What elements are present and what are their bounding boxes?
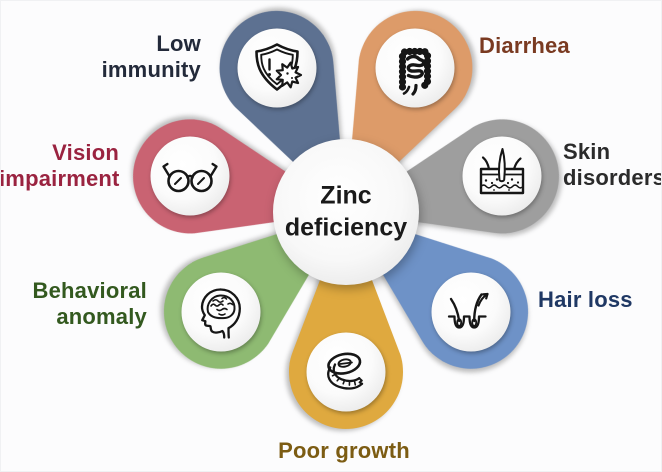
label-poor-growth: Poor growth: [278, 438, 410, 463]
skin-layers-icon: [479, 148, 525, 195]
hair-follicle-icon: [447, 292, 489, 329]
eyeglasses-icon: [162, 162, 218, 193]
label-diarrhea: Diarrhea: [479, 33, 570, 58]
icon-circles: [150, 28, 542, 412]
icon-circle-diarrhea: [375, 28, 455, 108]
label-low-immunity: Low immunity: [101, 31, 201, 83]
label-vision-impairment: Vision impairment: [0, 140, 120, 192]
intestines-icon: [398, 47, 432, 96]
icon-circle-behavioral-anomaly: [181, 272, 261, 352]
icon-circle-hair-loss: [431, 272, 511, 352]
label-behavioral-anomaly: Behavioral anomaly: [32, 278, 147, 330]
head-brain-icon: [200, 288, 241, 339]
center-circle: [273, 139, 419, 285]
label-skin-disorders: Skin disorders: [563, 139, 662, 191]
icon-circle-low-immunity: [237, 28, 317, 108]
label-hair-loss: Hair loss: [538, 287, 633, 312]
shield-virus-icon: [255, 43, 303, 91]
center-label: Zinc deficiency: [284, 181, 408, 242]
measuring-tape-icon: [327, 352, 364, 390]
